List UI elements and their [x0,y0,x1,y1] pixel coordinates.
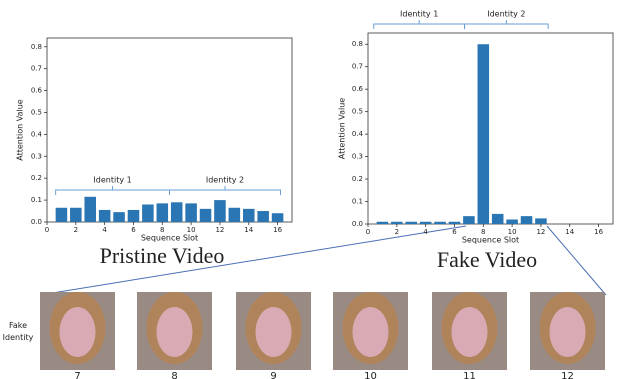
frame-label: 10 [364,371,377,379]
group-label: Identity 2 [487,10,525,19]
x-tick-label: 12 [536,228,545,236]
face-skin [550,307,586,357]
frame-label: 7 [74,371,80,379]
y-tick-label: 0.2 [31,174,42,182]
bar [506,220,518,224]
x-tick-label: 16 [273,226,282,234]
bar [70,208,82,222]
group-label: Identity 1 [93,176,131,185]
bar [84,197,96,222]
bar [377,222,389,224]
bar [434,222,446,224]
y-axis-label: Attention Value [338,98,347,160]
x-tick-label: 6 [131,226,136,234]
bar [200,209,212,222]
y-tick-label: 0.4 [352,130,364,138]
x-tick-label: 2 [74,226,78,234]
y-axis-label: Attention Value [16,99,25,161]
bar [449,222,461,224]
plot-frame [368,33,613,224]
x-tick-label: 4 [102,226,107,234]
caption: Pristine Video [100,243,225,268]
x-axis-label: Sequence Slot [462,236,519,245]
y-tick-label: 0.7 [352,63,363,71]
figure: FakeIdentity 0.0 0.1 0.2 0.3 0.4 0.5 0.6 0.7 0.8… [0,0,622,379]
frame-label: 11 [463,371,476,379]
bar [56,208,68,222]
x-tick-label: 6 [452,228,457,236]
connector [547,226,606,295]
bar [521,216,533,224]
bar [257,211,269,222]
y-tick-label: 0.6 [31,87,43,95]
y-tick-label: 0.5 [352,108,363,116]
bar [142,204,154,222]
x-axis-label: Sequence Slot [141,234,198,243]
face-skin [353,307,389,357]
x-tick-label: 0 [366,228,370,236]
face-skin [60,307,96,357]
y-tick-label: 0.3 [352,153,363,161]
bar [128,210,140,222]
y-tick-label: 0.6 [352,85,364,93]
bar [420,222,432,224]
bar [214,200,226,222]
caption: Fake Video [437,247,537,272]
y-tick-label: 0.2 [352,175,363,183]
frame-label: 12 [561,371,574,379]
face-skin [256,307,292,357]
bar [113,212,125,222]
x-tick-label: 14 [244,226,253,234]
bar [185,203,197,222]
bar [492,214,504,224]
bar [463,216,475,224]
x-tick-label: 2 [395,228,399,236]
face-skin [157,307,193,357]
group-bracket [465,20,549,29]
bar [229,208,241,222]
bar [171,202,183,222]
y-tick-label: 0.0 [352,220,363,228]
y-tick-label: 0.8 [352,40,363,48]
bar [405,222,417,224]
y-tick-label: 0.4 [31,130,43,138]
bar [157,203,169,222]
x-tick-label: 12 [215,226,224,234]
frame-label: 8 [171,371,177,379]
frame-label: 9 [270,371,276,379]
y-tick-label: 0.1 [31,196,42,204]
face-skin [452,307,488,357]
group-bracket [170,186,281,195]
bar [478,44,490,224]
y-tick-label: 0.1 [352,198,363,206]
group-bracket [56,186,170,195]
group-label: Identity 2 [206,176,244,185]
y-tick-label: 0.3 [31,152,42,160]
bar [243,209,255,222]
bar [99,210,111,222]
group-bracket [374,20,465,29]
x-tick-label: 14 [565,228,574,236]
y-tick-label: 0.0 [31,218,42,226]
x-tick-label: 4 [423,228,428,236]
y-tick-label: 0.5 [31,108,42,116]
x-tick-label: 0 [45,226,49,234]
group-label: Identity 1 [400,10,438,19]
bar [535,218,547,224]
x-tick-label: 16 [594,228,603,236]
bar [391,222,403,224]
bar [272,213,284,222]
y-tick-label: 0.7 [31,65,42,73]
y-tick-label: 0.8 [31,43,42,51]
